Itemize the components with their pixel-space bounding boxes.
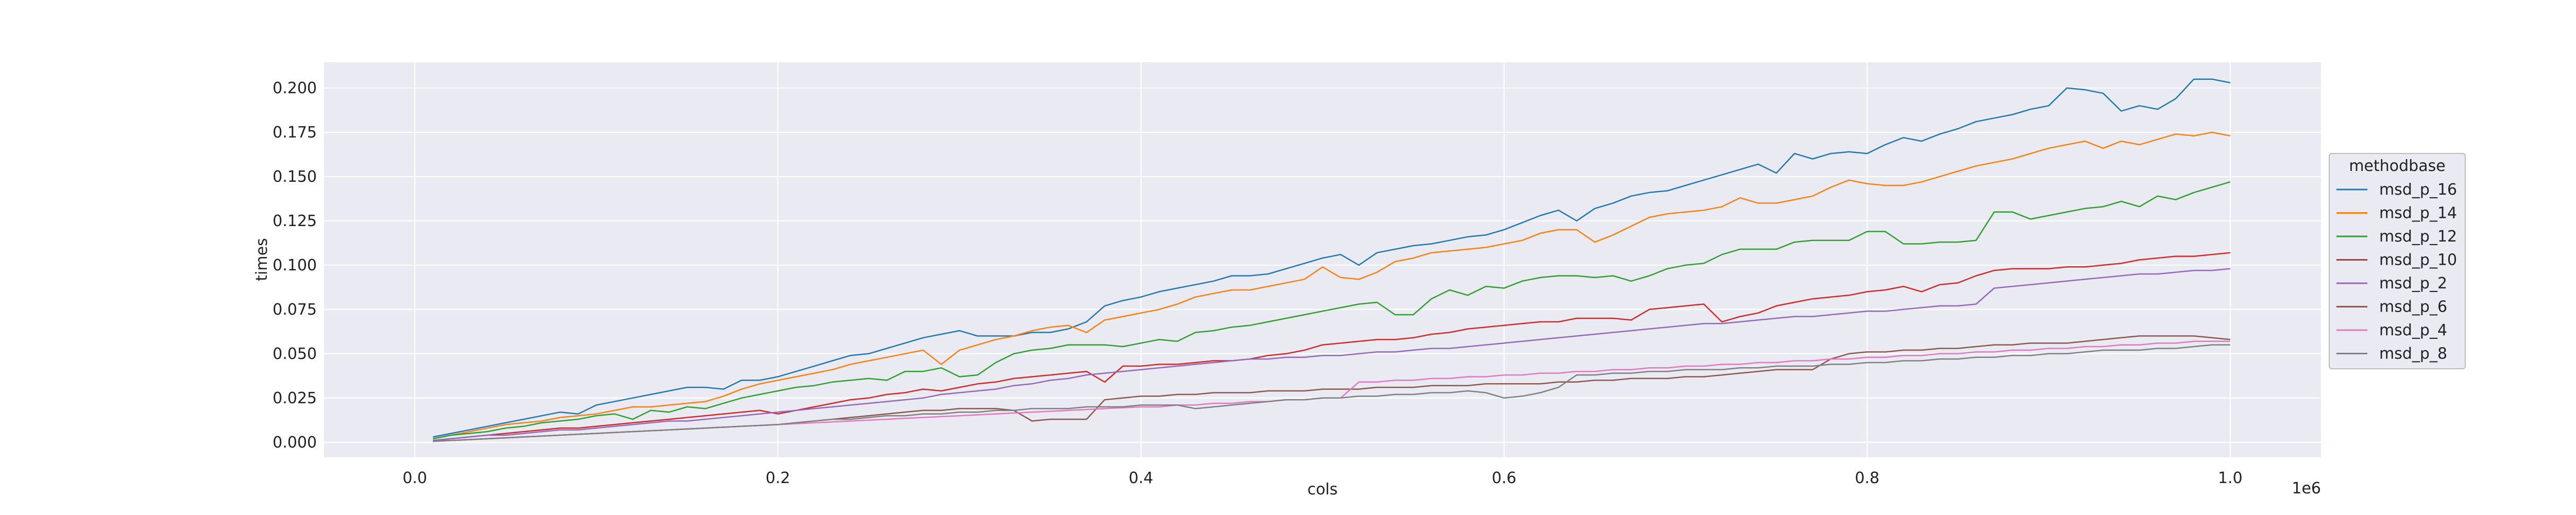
legend-label-msd-p-4: msd_p_4 [2379,321,2447,339]
y-tick-label: 0.025 [273,389,317,407]
y-tick-label: 0.100 [273,256,317,274]
x-tick-label: 0.4 [1129,469,1154,487]
series-line-msd-p-2 [433,268,2230,441]
y-tick-label: 0.125 [273,212,317,230]
series-line-msd-p-12 [433,181,2231,440]
legend-label-msd-p-8: msd_p_8 [2379,345,2447,363]
legend-label-msd-p-2: msd_p_2 [2379,274,2447,293]
y-axis-label: times [253,238,271,281]
x-tick-label: 1.0 [2218,469,2243,487]
legend-label-msd-p-14: msd_p_14 [2379,204,2457,222]
y-tick-label: 0.200 [273,79,317,97]
series-line-msd-p-8 [433,344,2230,442]
legend-items: msd_p_16 msd_p_14 msd_p_12 msd_p_10 msd_p_2m… [2336,181,2457,363]
series-line-msd-p-10 [433,252,2230,441]
x-axis-exponent-label: 1e6 [2292,479,2321,497]
legend-label-msd-p-12: msd_p_12 [2379,228,2457,246]
x-axis-ticks: 0.0 0.2 0.4 0.6 0.8 1.0 [402,469,2242,487]
legend-label-msd-p-16: msd_p_16 [2379,181,2457,199]
x-tick-label: 0.6 [1492,469,1517,487]
legend-label-msd-p-10: msd_p_10 [2379,251,2457,269]
x-tick-label: 0.8 [1855,469,1879,487]
series-line-msd-p-14 [433,131,2231,440]
legend: methodbase msd_p_16msd_p_14msd_p_12msd_p… [2329,153,2466,369]
y-tick-label: 0.000 [273,434,317,452]
y-tick-label: 0.150 [273,168,317,186]
plot-background [324,62,2321,457]
y-axis-ticks: 0.000 0.025 0.050 0.075 0.100 0.125 0.150 0.175… [273,79,317,452]
legend-label-msd-p-6: msd_p_6 [2379,298,2447,316]
y-tick-label: 0.175 [273,124,317,142]
x-axis-label: cols [1308,480,1338,499]
y-tick-label: 0.075 [273,301,317,319]
legend-box [2329,153,2466,369]
x-tick-label: 0.2 [766,469,790,487]
series-line-msd-p-16 [433,78,2231,438]
legend-title: methodbase [2349,157,2445,175]
y-tick-label: 0.050 [273,345,317,363]
x-tick-label: 0.0 [402,469,427,487]
series-lines [433,78,2231,442]
grid-lines [324,62,2321,457]
